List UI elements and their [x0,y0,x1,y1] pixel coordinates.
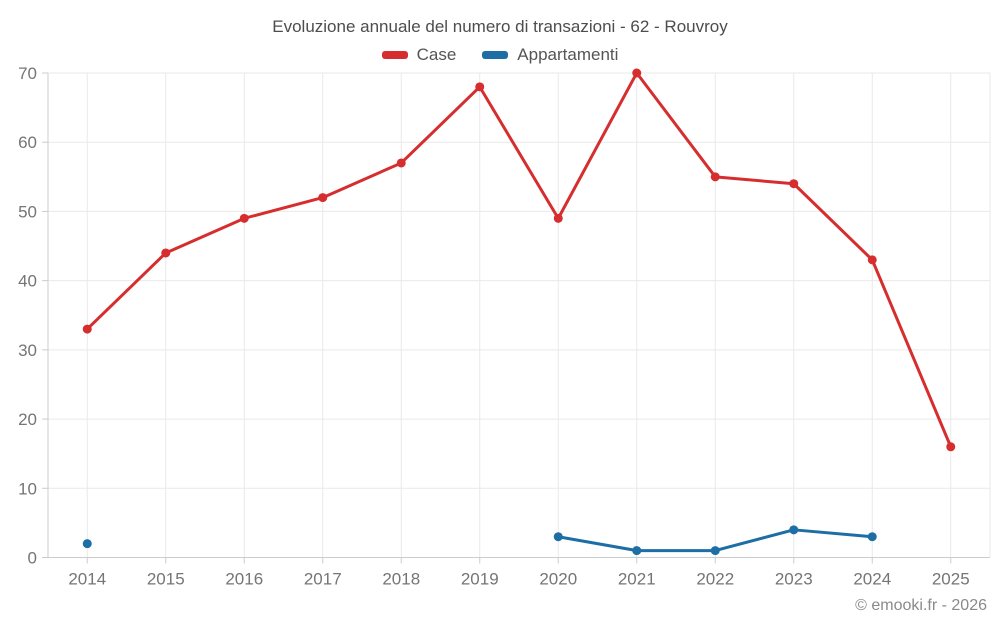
data-point-case-2015 [161,248,171,258]
x-axis-tick-label: 2024 [853,570,891,589]
chart-title: Evoluzione annuale del numero di transaz… [272,17,728,36]
x-axis-tick-label: 2020 [539,570,577,589]
x-axis-tick-label: 2017 [304,570,342,589]
legend-label: Case [416,45,457,64]
x-axis-tick-label: 2015 [147,570,185,589]
x-axis-tick-label: 2014 [68,570,106,589]
data-point-case-2016 [239,213,249,223]
x-axis-tick-label: 2023 [775,570,813,589]
legend-item-appartamenti[interactable]: Appartamenti [482,45,618,65]
y-axis-tick-label: 10 [18,479,37,498]
data-point-case-2017 [318,193,328,203]
y-axis-tick-label: 30 [18,341,37,360]
y-axis-tick-label: 20 [18,410,37,429]
y-axis-tick-label: 50 [18,202,37,221]
y-axis-tick-label: 60 [18,133,37,152]
legend-label: Appartamenti [517,45,619,64]
data-point-case-2024 [867,255,877,265]
data-point-case-2025 [946,442,956,452]
copyright-credit: © emooki.fr - 2026 [855,597,987,614]
y-axis-tick-label: 70 [18,64,37,83]
data-point-appartamenti-2023 [789,525,799,535]
series-line-case [85,71,953,449]
x-axis-tick-label: 2018 [382,570,420,589]
data-point-case-2014 [82,324,92,334]
data-point-case-2018 [396,158,406,168]
data-point-appartamenti-2014 [82,539,92,549]
data-point-appartamenti-2020 [553,532,563,542]
data-point-appartamenti-2022 [710,546,720,556]
x-axis-tick-label: 2016 [225,570,263,589]
data-point-appartamenti-2024 [867,532,877,542]
x-axis-tick-label: 2019 [461,570,499,589]
x-axis-tick-label: 2021 [618,570,656,589]
data-point-case-2022 [710,172,720,182]
y-axis-tick-label: 0 [28,549,37,568]
data-point-case-2019 [475,82,485,92]
legend-swatch-case [381,51,408,59]
legend-item-case[interactable]: Case [381,45,457,65]
data-point-case-2023 [789,179,799,189]
data-point-appartamenti-2021 [632,546,642,556]
x-axis-tick-label: 2025 [932,570,970,589]
chart-legend: Case Appartamenti [0,45,1000,65]
data-point-case-2020 [553,213,563,223]
legend-swatch-appartamenti [482,51,509,59]
y-axis-tick-label: 40 [18,272,37,291]
data-point-case-2021 [632,68,642,78]
x-axis-tick-label: 2022 [696,570,734,589]
